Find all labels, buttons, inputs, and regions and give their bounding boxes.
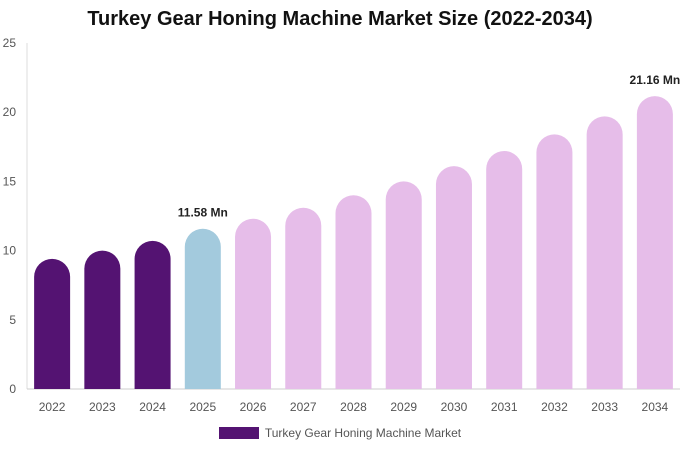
- bar-2029: [385, 181, 422, 389]
- y-tick-label: 10: [3, 244, 17, 258]
- chart-title: Turkey Gear Honing Machine Market Size (…: [87, 8, 593, 30]
- x-tick-label: 2034: [642, 400, 669, 414]
- y-tick-label: 15: [3, 174, 17, 188]
- x-tick-label: 2033: [591, 400, 618, 414]
- x-tick-label: 2028: [340, 400, 367, 414]
- data-label: 11.58 Mn: [178, 206, 228, 220]
- bar-2034: [636, 96, 673, 389]
- x-tick-label: 2027: [290, 400, 317, 414]
- x-tick-label: 2030: [441, 400, 468, 414]
- bar-2026: [235, 218, 272, 389]
- x-tick-label: 2022: [39, 400, 66, 414]
- bar-2023: [84, 250, 121, 389]
- y-tick-label: 0: [9, 382, 16, 396]
- x-tick-label: 2029: [390, 400, 417, 414]
- bar-2025: [184, 228, 221, 389]
- x-tick-label: 2032: [541, 400, 568, 414]
- y-tick-label: 20: [3, 105, 17, 119]
- bar-2022: [34, 258, 71, 389]
- legend-label: Turkey Gear Honing Machine Market: [264, 425, 462, 440]
- y-tick-label: 25: [3, 36, 17, 50]
- bar-2030: [435, 166, 472, 389]
- bar-2031: [486, 150, 523, 389]
- x-tick-label: 2024: [139, 400, 166, 414]
- x-tick-label: 2023: [89, 400, 116, 414]
- bar-2027: [285, 207, 322, 389]
- legend-swatch: [218, 426, 259, 439]
- bar-2032: [536, 134, 573, 389]
- bar-2024: [134, 240, 171, 389]
- y-tick-label: 5: [9, 313, 16, 327]
- x-tick-label: 2026: [240, 400, 267, 414]
- legend: Turkey Gear Honing Machine Market: [0, 425, 680, 440]
- x-tick-label: 2031: [491, 400, 518, 414]
- bar-2033: [586, 116, 623, 390]
- bar-2028: [335, 195, 372, 389]
- x-tick-label: 2025: [189, 400, 216, 414]
- data-label: 21.16 Mn: [630, 73, 680, 87]
